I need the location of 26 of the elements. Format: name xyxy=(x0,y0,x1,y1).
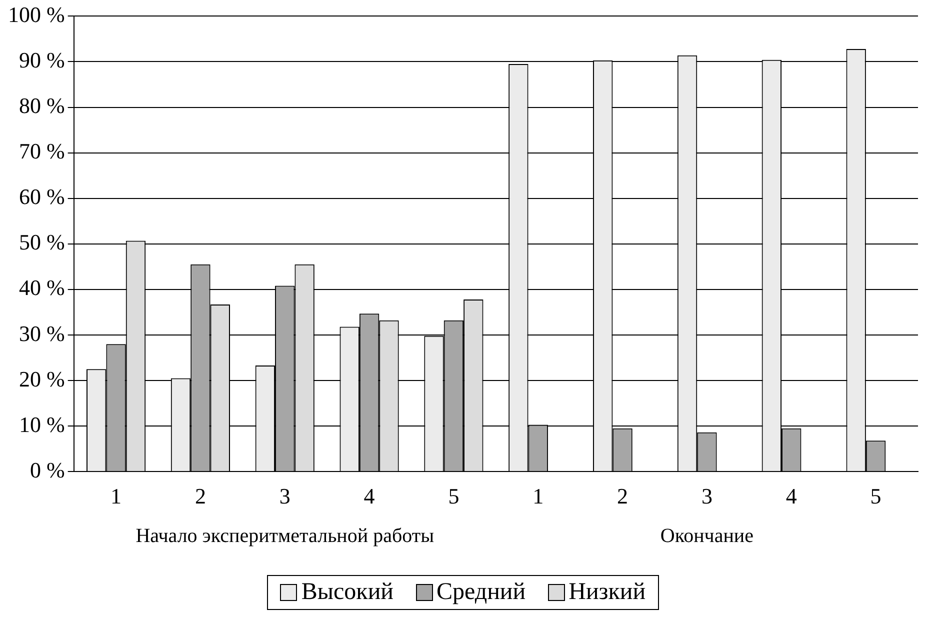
legend-label: Высокий xyxy=(301,579,394,606)
x-tick-label: 4 xyxy=(364,484,375,509)
x-tick-label: 1 xyxy=(532,484,544,509)
x-tick-label: 1 xyxy=(110,484,122,509)
x-tick-label: 5 xyxy=(870,484,882,509)
x-tick-label: 4 xyxy=(786,484,797,509)
y-tick-label: 0 % xyxy=(30,457,65,482)
y-tick-label: 10 % xyxy=(19,412,65,437)
text: Начало эксперитмeтальной работы xyxy=(136,524,434,547)
y-tick-label: 40 % xyxy=(19,275,65,300)
y-tick-label: 100 % xyxy=(8,2,65,27)
y-tick-label: 70 % xyxy=(19,138,65,164)
x-tick-label: 2 xyxy=(617,484,628,509)
y-tick-label: 30 % xyxy=(19,320,65,346)
y-tick-label: 20 % xyxy=(19,366,65,392)
legend-label: Низкий xyxy=(568,579,646,606)
y-tick-label: 80 % xyxy=(19,93,65,118)
x-tick-label: 2 xyxy=(194,484,206,509)
legend-label: Средний xyxy=(436,579,526,606)
y-tick-label: 90 % xyxy=(19,48,65,73)
x-tick-label: 3 xyxy=(279,484,290,509)
x-tick-label: 5 xyxy=(448,484,460,509)
y-tick-label: 60 % xyxy=(19,184,65,210)
x-tick-label: 3 xyxy=(701,484,712,509)
text: Окончание xyxy=(660,524,754,547)
y-tick-label: 50 % xyxy=(19,230,65,255)
